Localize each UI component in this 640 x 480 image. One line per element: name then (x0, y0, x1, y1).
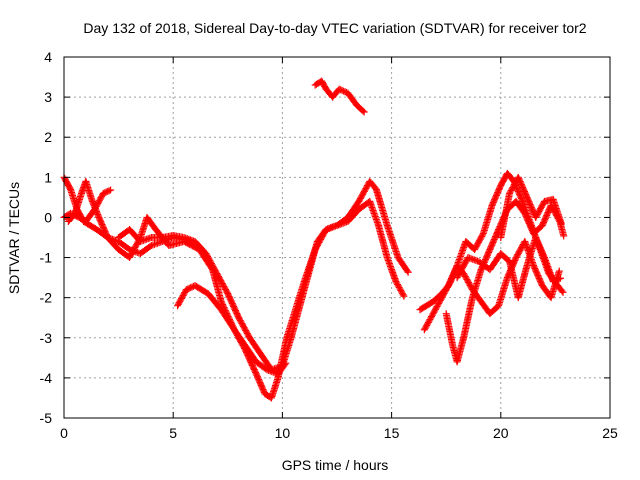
data-point (479, 231, 487, 239)
x-tick-label: 20 (493, 425, 509, 441)
y-tick-label: 2 (44, 129, 52, 145)
series-track-12 (453, 234, 564, 302)
data-point (540, 252, 548, 260)
data-point (559, 288, 567, 296)
x-tick-label: 0 (60, 425, 68, 441)
data-point (400, 292, 408, 300)
x-tick-label: 25 (602, 425, 618, 441)
x-tick-label: 5 (169, 425, 177, 441)
data-point (404, 268, 412, 276)
y-tick-label: -1 (40, 250, 53, 266)
data-points (60, 77, 568, 402)
x-tick-label: 15 (384, 425, 400, 441)
data-point (556, 274, 564, 282)
y-axis-title: SDTVAR / TECUs (6, 182, 22, 294)
series-track-10 (442, 197, 568, 366)
data-point (558, 287, 566, 295)
series-track-7 (311, 77, 368, 116)
y-tick-label: 1 (44, 169, 52, 185)
data-point (403, 267, 411, 275)
data-point (518, 196, 526, 204)
plot-frame (63, 56, 611, 419)
data-point (555, 267, 563, 275)
data-point (557, 220, 565, 228)
y-tick-label: 4 (44, 49, 52, 65)
y-tick-label: -3 (40, 330, 53, 346)
data-point (359, 107, 367, 115)
data-point (399, 291, 407, 299)
series-track-6 (115, 197, 408, 374)
x-axis-title: GPS time / hours (282, 457, 389, 473)
y-tick-label: -4 (40, 370, 53, 386)
series-track-4 (60, 186, 115, 225)
y-tick-label: 0 (44, 209, 52, 225)
data-point (560, 232, 568, 240)
y-tick-label: -5 (40, 410, 53, 426)
data-point (107, 186, 115, 194)
y-tick-label: -2 (40, 290, 53, 306)
x-tick-label: 10 (275, 425, 291, 441)
data-point (105, 187, 113, 195)
series-track-11 (497, 173, 565, 241)
data-point (360, 108, 368, 116)
axis-ticks: 0 5 10 15 20 25 -5 -4 -3 -2 -1 0 1 2 3 4 (40, 49, 618, 441)
y-tick-label: 3 (44, 89, 52, 105)
data-point (217, 298, 225, 306)
data-point (555, 275, 563, 283)
chart-title: Day 132 of 2018, Sidereal Day-to-day VTE… (83, 20, 586, 36)
